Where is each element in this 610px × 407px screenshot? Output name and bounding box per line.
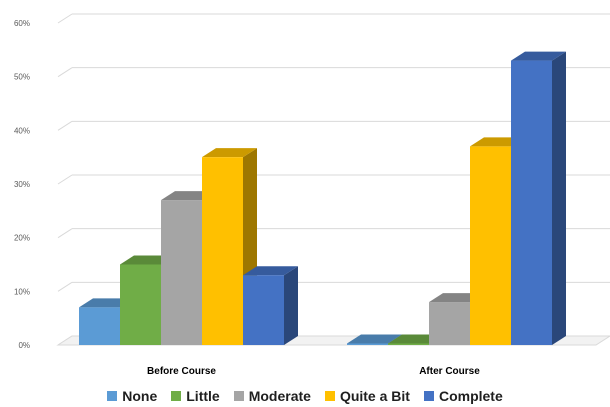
legend-label: Moderate — [248, 388, 311, 404]
legend-label: Complete — [438, 388, 503, 404]
legend-swatch — [171, 391, 182, 401]
gridline-depth — [57, 120, 73, 131]
bar-top — [511, 51, 566, 61]
legend-swatch — [423, 391, 434, 401]
bar-top — [202, 148, 257, 158]
legend-label: None — [122, 388, 158, 404]
legend-item: Moderate — [233, 388, 311, 404]
y-tick-label: 10% — [14, 287, 30, 296]
legend-item: None — [107, 388, 157, 404]
gridline-depth — [57, 281, 73, 292]
gridline-depth — [57, 174, 73, 185]
bar-side — [552, 51, 566, 346]
legend-swatch — [107, 391, 118, 401]
y-tick-label: 60% — [14, 19, 30, 28]
bar — [429, 302, 470, 345]
gridline-depth — [57, 228, 73, 239]
legend-swatch — [324, 391, 335, 401]
bar — [79, 307, 120, 345]
y-tick-label: 20% — [14, 234, 30, 243]
legend-label: Little — [186, 388, 220, 404]
bar — [388, 343, 429, 345]
x-category-label: Before Course — [147, 366, 216, 377]
chart-plot: 0% 10% 20% 30% 40% 50% 60% Before Course After C… — [14, 13, 610, 377]
gridline-depth — [57, 67, 73, 78]
bar — [347, 343, 388, 345]
bar — [161, 200, 202, 345]
y-tick-label: 50% — [14, 73, 30, 82]
bar — [470, 146, 511, 345]
bar-top — [243, 266, 298, 276]
legend-item: Little — [171, 388, 220, 404]
legend-item: Quite a Bit — [324, 388, 410, 404]
legend-swatch — [233, 391, 244, 401]
gridline-depth — [57, 13, 73, 24]
bar — [243, 275, 284, 345]
y-tick-label: 40% — [14, 126, 30, 135]
x-category-label: After Course — [419, 366, 480, 377]
legend-label: Quite a Bit — [339, 388, 410, 404]
bar — [511, 60, 552, 346]
bar-top — [347, 334, 402, 344]
bar — [202, 157, 243, 345]
y-tick-label: 0% — [18, 341, 30, 350]
bar-side — [284, 266, 298, 345]
y-tick-label: 30% — [14, 180, 30, 189]
legend-item: Complete — [423, 388, 503, 404]
bar — [120, 264, 161, 345]
chart-legend: None Little Moderate Quite a Bit Complete — [0, 388, 610, 404]
